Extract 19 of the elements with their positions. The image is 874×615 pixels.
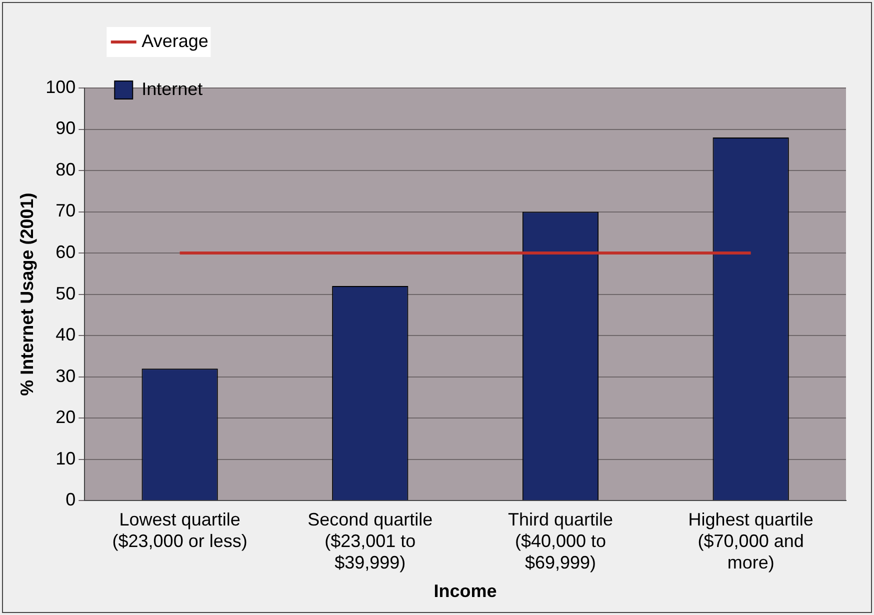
x-tick-label: Lowest quartile ($23,000 or less) [112, 509, 248, 551]
y-tick-label: 80 [56, 159, 76, 180]
x-tick-label: Highest quartile ($70,000 and more) [688, 509, 814, 573]
y-tick-label: 50 [56, 283, 76, 304]
x-tick-label: Third quartile ($40,000 to $69,999) [508, 509, 614, 573]
y-tick-label: 0 [66, 490, 76, 510]
x-tick-label: Second quartile ($23,001 to $39,999) [308, 509, 433, 573]
y-tick-label: 40 [56, 324, 76, 345]
y-axis-title: % Internet Usage (2001) [16, 192, 37, 396]
legend-label: Average [142, 30, 208, 51]
y-tick-label: 60 [56, 242, 76, 262]
y-tick-label: 20 [56, 407, 76, 428]
y-tick-label: 30 [56, 366, 76, 386]
y-tick-label: 70 [56, 200, 76, 221]
y-tick-label: 100 [46, 76, 76, 97]
legend-label: Internet [142, 78, 203, 99]
y-tick-label: 10 [56, 448, 76, 468]
x-axis-title: Income [434, 581, 497, 602]
y-tick-label: 90 [56, 118, 76, 138]
